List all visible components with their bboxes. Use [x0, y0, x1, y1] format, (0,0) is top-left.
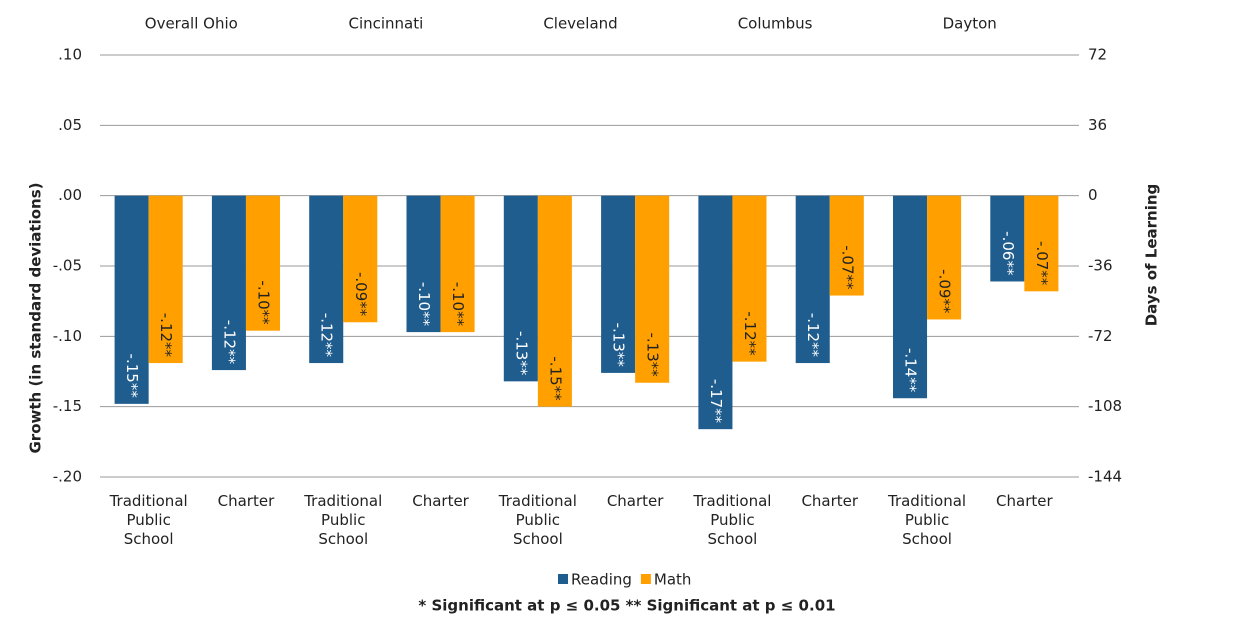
bar [732, 195, 767, 362]
bar [1024, 195, 1059, 292]
value-label: -.10** [415, 282, 433, 327]
bar [343, 195, 378, 323]
value-label: -.10** [254, 280, 272, 325]
y-tick-label: -.20 [53, 468, 82, 486]
bar [892, 195, 928, 399]
value-label: -.12** [741, 311, 759, 356]
value-label: -.12** [157, 313, 175, 358]
x-tick-label: Charter [801, 492, 859, 510]
group-label: Cleveland [543, 15, 617, 33]
y-tick-label: .00 [58, 186, 82, 204]
legend-label: Reading [571, 571, 632, 589]
y2-tick-label: 0 [1088, 186, 1098, 204]
group-label: Overall Ohio [145, 15, 238, 33]
value-label: -.13** [644, 332, 662, 377]
value-label: -.14** [902, 348, 920, 393]
value-label: -.10** [449, 282, 467, 327]
value-label: -.07** [838, 245, 856, 290]
bar [927, 195, 962, 320]
legend-swatch [558, 574, 568, 584]
bar [114, 195, 149, 404]
value-label: -.17** [707, 379, 725, 424]
y2-axis-title: Days of Learning [1143, 184, 1161, 327]
bar [211, 195, 246, 371]
value-label: -.07** [1033, 241, 1051, 286]
value-label: -.15** [546, 356, 564, 401]
y-tick-label: -.10 [53, 327, 82, 345]
group-label: Cincinnati [348, 15, 423, 33]
value-label: -.09** [936, 269, 954, 314]
y2-tick-label: -108 [1088, 397, 1122, 415]
footnote: * Significant at p ≤ 0.05 ** Significant… [418, 597, 835, 615]
legend-swatch [640, 574, 651, 584]
bar [795, 195, 830, 364]
y-tick-label: -.05 [53, 257, 82, 275]
y-axis-title: Growth (in standard deviations) [27, 183, 45, 454]
value-label: -.12** [220, 320, 238, 365]
x-tick-label: Charter [412, 492, 469, 510]
y2-tick-label: -36 [1088, 257, 1113, 275]
x-tick-label: Traditional Public School [498, 492, 577, 548]
x-tick-label: Traditional Public School [109, 492, 188, 548]
bar [309, 195, 344, 364]
value-label: -.12** [318, 313, 336, 358]
y-tick-label: -.15 [53, 397, 82, 415]
bar [503, 195, 538, 382]
y2-tick-label: -72 [1088, 327, 1113, 345]
x-tick-label: Traditional Public School [693, 492, 772, 548]
group-label: Columbus [738, 15, 813, 33]
bar [829, 195, 864, 296]
bar [698, 195, 733, 430]
bar [990, 195, 1025, 282]
value-label: -.09** [352, 272, 370, 317]
value-label: -.13** [512, 331, 530, 376]
x-tick-label: Traditional Public School [887, 492, 967, 548]
y-tick-label: .05 [58, 116, 82, 134]
y2-tick-label: 72 [1088, 46, 1107, 64]
x-tick-label: Charter [996, 492, 1053, 510]
bar [148, 195, 183, 364]
value-label: -.12** [804, 313, 822, 358]
bar [406, 195, 441, 333]
x-tick-label: Charter [606, 492, 664, 510]
bar [635, 195, 670, 383]
value-label: -.13** [610, 323, 628, 368]
bar [601, 195, 636, 373]
value-label: -.06** [999, 231, 1017, 276]
y2-tick-label: 36 [1088, 116, 1107, 134]
y-tick-label: .10 [58, 46, 82, 64]
y2-tick-label: -144 [1088, 468, 1122, 486]
x-tick-label: Charter [217, 492, 275, 510]
legend-label: Math [654, 571, 692, 589]
bar [440, 195, 475, 333]
bar [537, 195, 572, 407]
group-label: Dayton [943, 15, 997, 33]
bar [245, 195, 281, 331]
value-label: -.15** [123, 354, 141, 399]
x-tick-label: Traditional Public School [304, 492, 383, 548]
